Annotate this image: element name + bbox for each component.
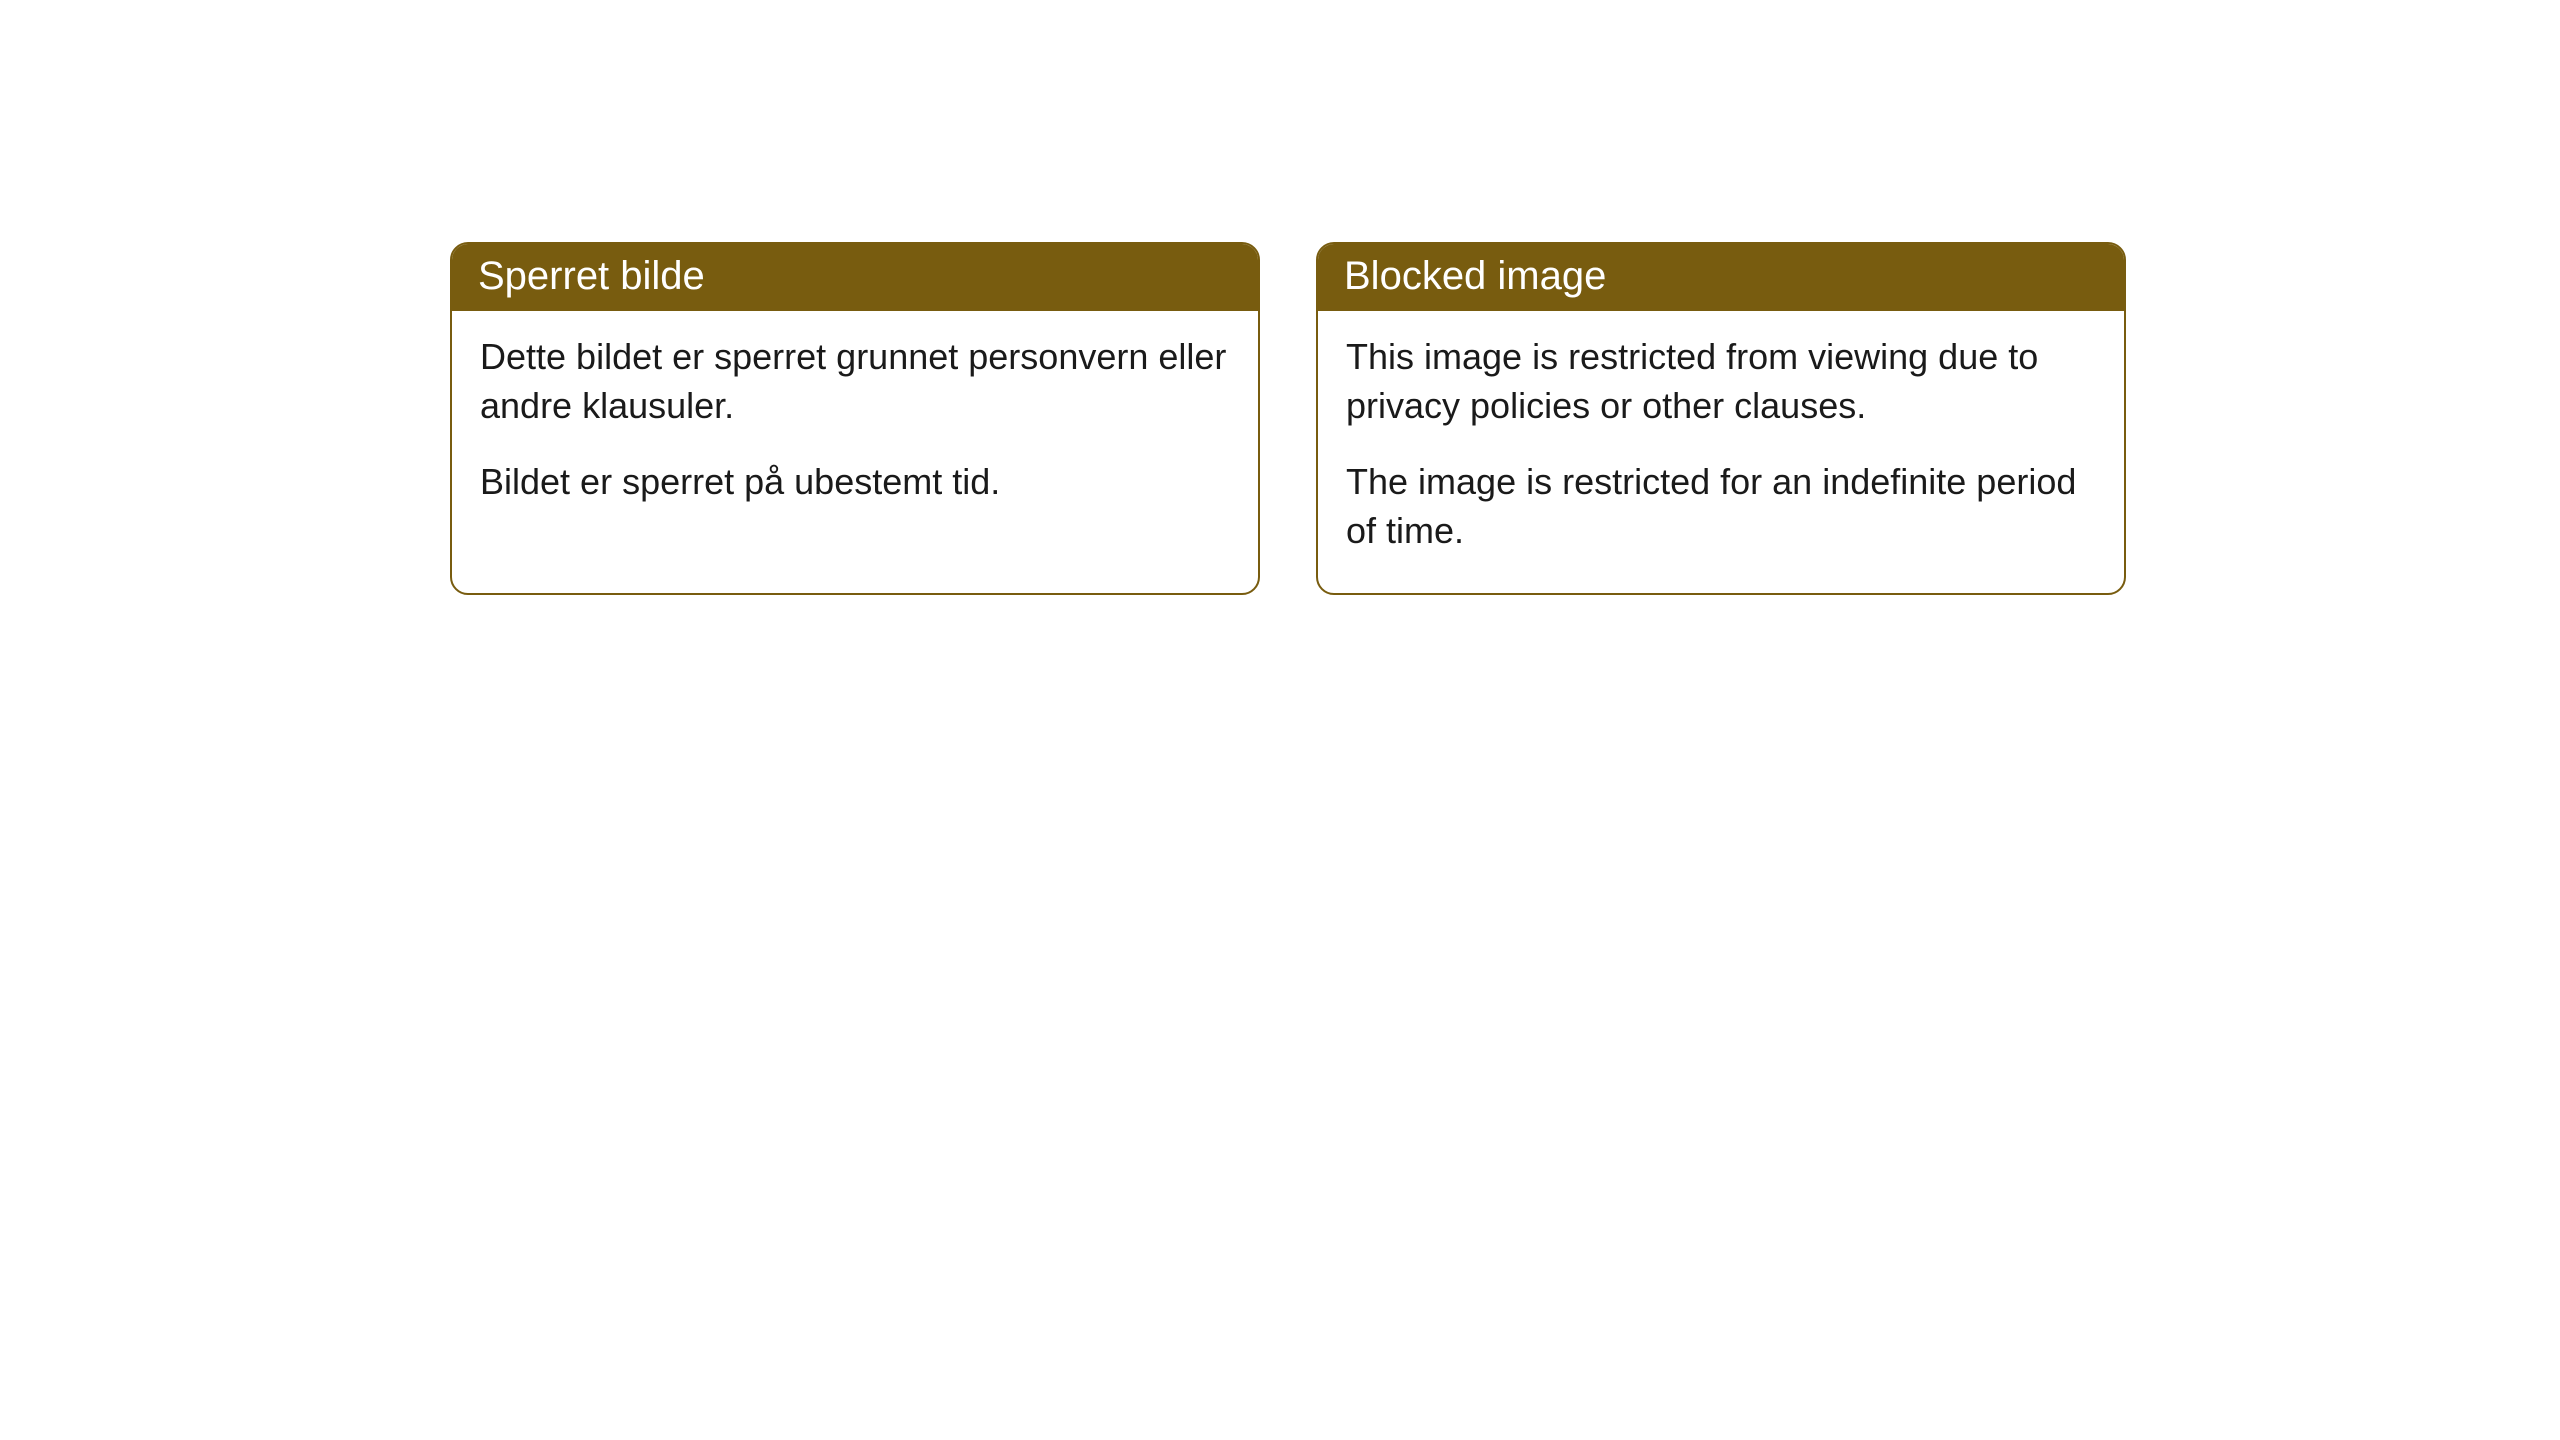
card-body-en: This image is restricted from viewing du… <box>1318 311 2124 593</box>
blocked-image-card-en: Blocked image This image is restricted f… <box>1316 242 2126 595</box>
card-header-no: Sperret bilde <box>452 244 1258 311</box>
card-body-no: Dette bildet er sperret grunnet personve… <box>452 311 1258 545</box>
card-text-2-no: Bildet er sperret på ubestemt tid. <box>480 458 1230 507</box>
card-text-1-en: This image is restricted from viewing du… <box>1346 333 2096 430</box>
card-text-1-no: Dette bildet er sperret grunnet personve… <box>480 333 1230 430</box>
card-title-no: Sperret bilde <box>478 254 705 298</box>
card-header-en: Blocked image <box>1318 244 2124 311</box>
card-text-2-en: The image is restricted for an indefinit… <box>1346 458 2096 555</box>
blocked-image-card-no: Sperret bilde Dette bildet er sperret gr… <box>450 242 1260 595</box>
cards-container: Sperret bilde Dette bildet er sperret gr… <box>0 0 2560 595</box>
card-title-en: Blocked image <box>1344 254 1606 298</box>
